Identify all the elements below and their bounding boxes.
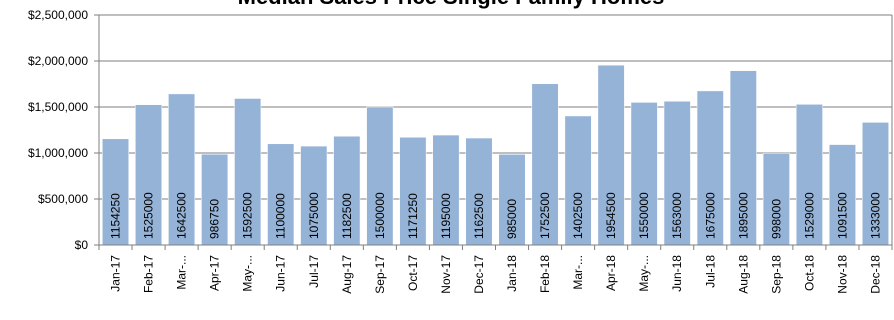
y-axis-ticks: $0 $500,000 $1,000,000 $1,500,000 $2,000,000… xyxy=(28,8,99,252)
x-tick-label: Aug-17 xyxy=(340,255,354,294)
bar xyxy=(234,98,262,246)
bar xyxy=(135,104,163,246)
y-tick-label: $0 xyxy=(75,238,89,252)
bar xyxy=(630,102,658,246)
x-tick-label: Jul-18 xyxy=(703,255,717,288)
bar xyxy=(762,152,790,246)
y-tick-label: $2,500,000 xyxy=(28,8,88,22)
bar xyxy=(333,135,361,246)
data-label: 1529000 xyxy=(802,192,816,239)
data-label: 1752500 xyxy=(538,192,552,239)
x-tick-label: Feb-18 xyxy=(538,255,552,293)
y-tick-label: $500,000 xyxy=(38,192,88,206)
bar xyxy=(201,153,229,246)
bar xyxy=(795,104,823,246)
x-tick-label: Apr-17 xyxy=(208,255,222,291)
bar xyxy=(465,137,493,246)
data-label: 1954500 xyxy=(604,192,618,239)
bar xyxy=(729,70,757,246)
y-tick-label: $1,500,000 xyxy=(28,100,88,114)
bar xyxy=(267,143,295,246)
bar xyxy=(168,93,196,246)
data-label: 1675000 xyxy=(703,192,717,239)
x-tick-label: Aug-18 xyxy=(736,255,750,294)
data-label: 1091500 xyxy=(835,192,849,239)
x-tick-label: Nov-18 xyxy=(835,255,849,294)
bar xyxy=(498,154,526,246)
data-label: 1592500 xyxy=(241,192,255,239)
x-tick-label: Mar-... xyxy=(175,255,189,290)
data-label: 998000 xyxy=(769,199,783,239)
x-tick-label: Jun-17 xyxy=(274,255,288,292)
x-tick-label: Jan-17 xyxy=(109,255,123,292)
x-tick-label: Jan-18 xyxy=(505,255,519,292)
bar xyxy=(663,100,691,246)
y-tick-label: $2,000,000 xyxy=(28,54,88,68)
data-label: 1500000 xyxy=(373,192,387,239)
y-tick-label: $1,000,000 xyxy=(28,146,88,160)
data-label: 1550000 xyxy=(637,192,651,239)
data-label: 1162500 xyxy=(472,193,486,239)
data-label: 1563000 xyxy=(670,192,684,239)
x-tick-label: Mar-... xyxy=(571,255,585,290)
x-tick-label: Jun-18 xyxy=(670,255,684,292)
bar xyxy=(432,134,460,246)
data-label: 985000 xyxy=(505,199,519,239)
data-labels: 1154250 1525000 1642500 986750 1592500 110000… xyxy=(109,192,883,239)
data-label: 1154250 xyxy=(109,193,123,239)
data-label: 1100000 xyxy=(274,193,288,239)
x-tick-label: Oct-17 xyxy=(406,255,420,291)
bar xyxy=(399,136,427,246)
x-tick-label: Sep-17 xyxy=(373,255,387,294)
data-label: 1895000 xyxy=(736,192,750,239)
bar xyxy=(696,90,724,246)
x-tick-label: Jul-17 xyxy=(307,255,321,288)
x-tick-label: May-... xyxy=(637,255,651,292)
bars xyxy=(102,64,889,246)
x-tick-label: Nov-17 xyxy=(439,255,453,294)
data-label: 1525000 xyxy=(142,192,156,239)
bar xyxy=(828,144,856,246)
data-label: 1402500 xyxy=(571,192,585,239)
x-tick-label: Dec-17 xyxy=(472,255,486,294)
x-tick-label: Dec-18 xyxy=(868,255,882,294)
data-label: 1171250 xyxy=(406,193,420,239)
bar xyxy=(300,145,328,246)
data-label: 1182500 xyxy=(340,193,354,239)
x-tick-label: Sep-18 xyxy=(769,255,783,294)
chart-title: Median Sales Price Single Family Homes xyxy=(238,0,665,9)
bar xyxy=(531,83,559,246)
bar xyxy=(862,122,889,246)
bar xyxy=(597,64,625,246)
x-tick-label: Feb-17 xyxy=(142,255,156,293)
data-label: 1075000 xyxy=(307,192,321,239)
data-label: 1333000 xyxy=(868,192,882,239)
data-label: 1195000 xyxy=(439,193,453,239)
bar xyxy=(564,115,592,246)
x-axis-ticks: Jan-17 Feb-17 Mar-... Apr-17 May-... Jun-17 Ju… xyxy=(98,245,893,294)
data-label: 1642500 xyxy=(175,192,189,239)
x-tick-label: May-... xyxy=(241,255,255,292)
x-tick-label: Oct-18 xyxy=(802,255,816,291)
data-label: 986750 xyxy=(208,199,222,239)
x-tick-label: Apr-18 xyxy=(604,255,618,291)
